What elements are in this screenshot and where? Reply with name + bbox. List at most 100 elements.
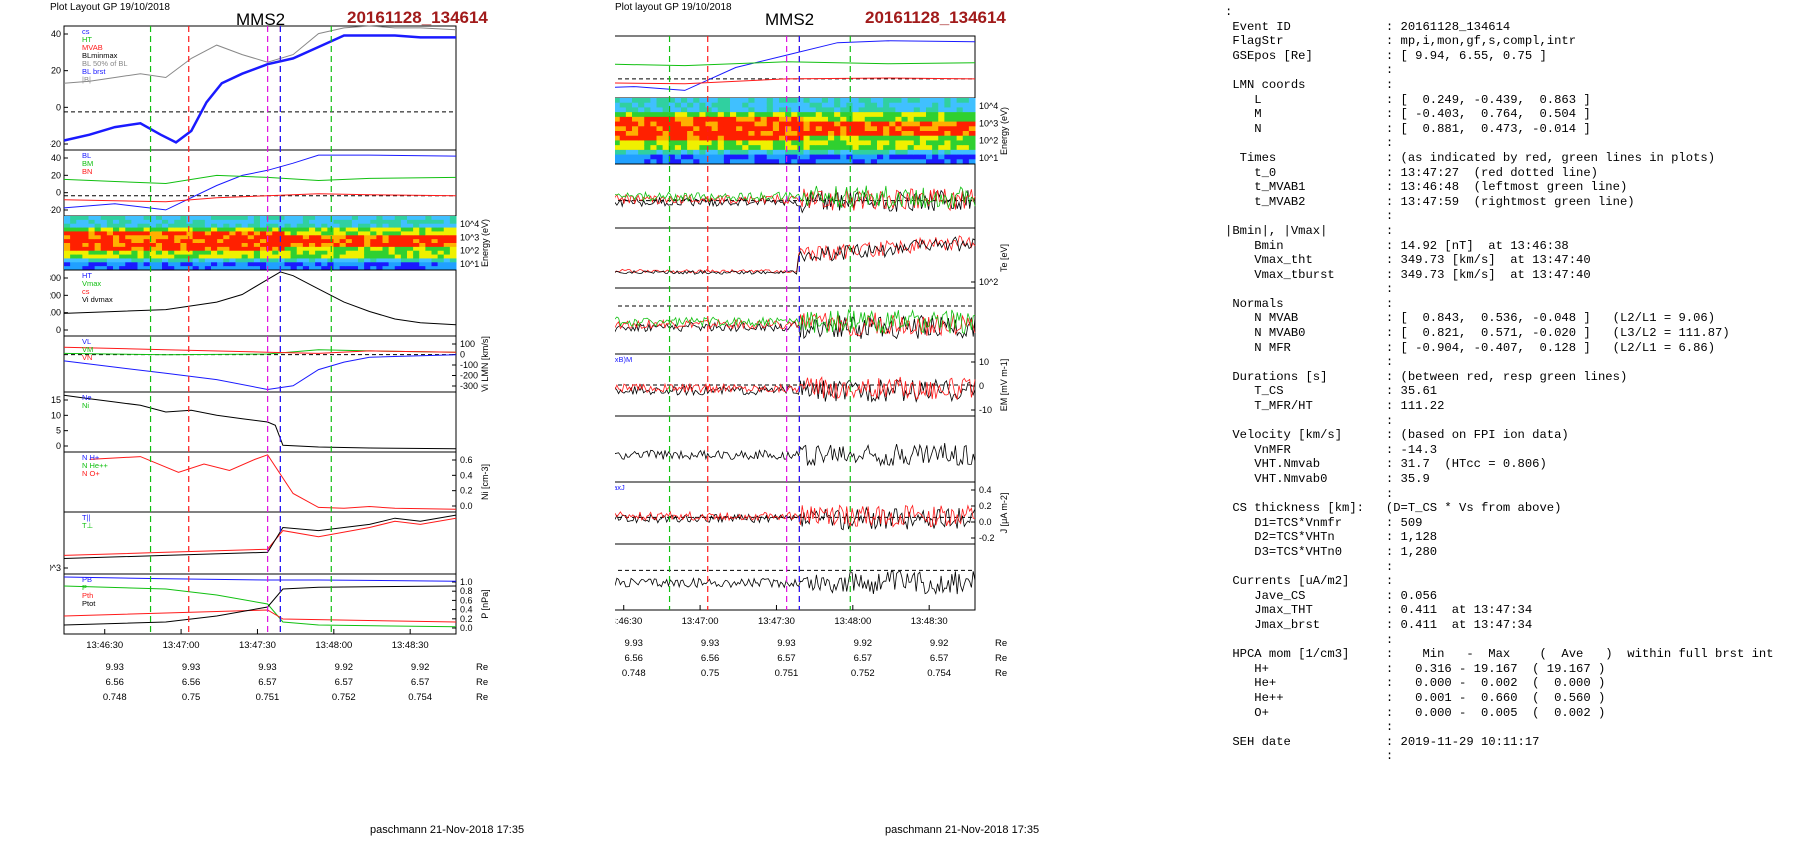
position-unit: Re <box>995 638 1007 649</box>
spectrogram-cell <box>907 112 915 118</box>
spectrogram-cell <box>449 223 457 229</box>
spectrogram-cell <box>162 254 169 259</box>
spectrogram-cell <box>211 223 218 229</box>
spectrogram-cell <box>815 145 823 151</box>
spectrogram-cell <box>668 112 676 118</box>
spectrogram-cell <box>253 219 261 225</box>
spectrogram-cell <box>211 239 218 244</box>
spectrogram-cell <box>650 149 657 156</box>
spectrogram-cell <box>736 159 743 165</box>
spectrogram-cell <box>64 243 71 248</box>
spectrogram-cell <box>358 235 365 240</box>
spectrogram-cell <box>388 266 396 271</box>
spectrogram-cell <box>100 243 108 248</box>
spectrogram-cell <box>797 107 804 113</box>
panel-frame <box>63 269 457 337</box>
spectrogram-cell <box>870 154 878 160</box>
spectrogram-cell <box>94 231 102 236</box>
spectrogram-cell <box>619 102 627 108</box>
spectrogram-cell <box>82 216 89 221</box>
spectrogram-cell <box>370 216 377 221</box>
spectrogram-cell <box>895 149 902 156</box>
spectrogram-cell <box>449 266 457 271</box>
spectrogram-cell <box>296 235 304 240</box>
spectrogram-cell <box>889 121 896 127</box>
spectrogram-cell <box>82 223 89 229</box>
spectrogram-cell <box>956 121 964 127</box>
spectrogram-cell <box>370 223 377 229</box>
spectrogram-cell <box>302 231 310 236</box>
spectrogram-cell <box>950 116 958 123</box>
spectrogram-cell <box>351 219 359 225</box>
spectrogram-cell <box>742 121 749 127</box>
spectrogram-cell <box>192 262 200 267</box>
spectrogram-cell <box>155 227 163 232</box>
spectrogram-cell <box>162 258 169 263</box>
spectrogram-cell <box>840 102 847 108</box>
spectrogram-cell <box>662 112 670 118</box>
spectrogram-cell <box>119 254 126 259</box>
spectrogram-cell <box>760 131 768 137</box>
spectrogram-cell <box>260 254 267 259</box>
spectrogram-cell <box>70 227 77 232</box>
spectrogram-cell <box>736 126 743 132</box>
spectrogram-cell <box>625 98 633 104</box>
spectrogram-cell <box>834 145 841 151</box>
spectrogram-cell <box>779 126 786 132</box>
spectrogram-cell <box>791 140 798 146</box>
spectrogram-cell <box>204 254 212 259</box>
summary-line: N MFR : [ -0.904, -0.407, 0.128 ] (L2/L1… <box>1225 340 1716 355</box>
spectrogram-cell <box>315 223 322 229</box>
spectrogram-cell <box>760 149 768 156</box>
spectrogram-cell <box>64 266 71 271</box>
spectrogram-cell <box>76 227 83 232</box>
spectrogram-cell <box>449 258 457 263</box>
spectrogram-cell <box>730 112 737 118</box>
spectrogram-cell <box>662 149 670 156</box>
spectrogram-cell <box>919 126 927 132</box>
spectrogram-cell <box>211 250 218 256</box>
spectrogram-cell <box>681 145 688 151</box>
spectrogram-cell <box>687 116 694 123</box>
spectrogram-cell <box>137 235 145 240</box>
spectrogram-cell <box>376 246 383 252</box>
spectrogram-cell <box>339 227 347 232</box>
spectrogram-cell <box>730 159 737 165</box>
spectrogram-cell <box>693 116 700 123</box>
spectrogram-cell <box>852 145 860 151</box>
spectrogram-cell <box>742 159 749 165</box>
spectrogram-cell <box>852 121 860 127</box>
spectrogram-cell <box>119 243 126 248</box>
spectrogram-cell <box>766 126 774 132</box>
spectrogram-cell <box>443 258 451 263</box>
spectrogram-cell <box>443 216 451 221</box>
spectrogram-cell <box>638 112 645 118</box>
spectrogram-cell <box>113 243 120 248</box>
spectrogram-cell <box>730 121 737 127</box>
spectrogram-cell <box>315 258 322 263</box>
spectrogram-cell <box>932 145 939 151</box>
spectrogram-cell <box>901 98 909 104</box>
spectrogram-cell <box>155 223 163 229</box>
spectrogram-cell <box>889 112 896 118</box>
spectrogram-cell <box>364 254 371 259</box>
spectrogram-cell <box>247 231 255 236</box>
spectrogram-cell <box>962 116 970 123</box>
spectrogram-cell <box>284 262 292 267</box>
spectrogram-cell <box>864 159 872 165</box>
spectrogram-cell <box>797 154 804 160</box>
spectrogram-cell <box>625 112 633 118</box>
spectrogram-cell <box>413 216 420 221</box>
spectrogram-cell <box>913 112 921 118</box>
spectrogram-cell <box>364 250 371 256</box>
spectrogram-cell <box>315 262 322 267</box>
spectrogram-cell <box>803 140 811 146</box>
spectrogram-cell <box>895 131 902 137</box>
spectrogram-cell <box>615 102 621 108</box>
spectrogram-cell <box>106 235 114 240</box>
spectrogram-cell <box>235 243 243 248</box>
spectrogram-cell <box>119 262 126 267</box>
